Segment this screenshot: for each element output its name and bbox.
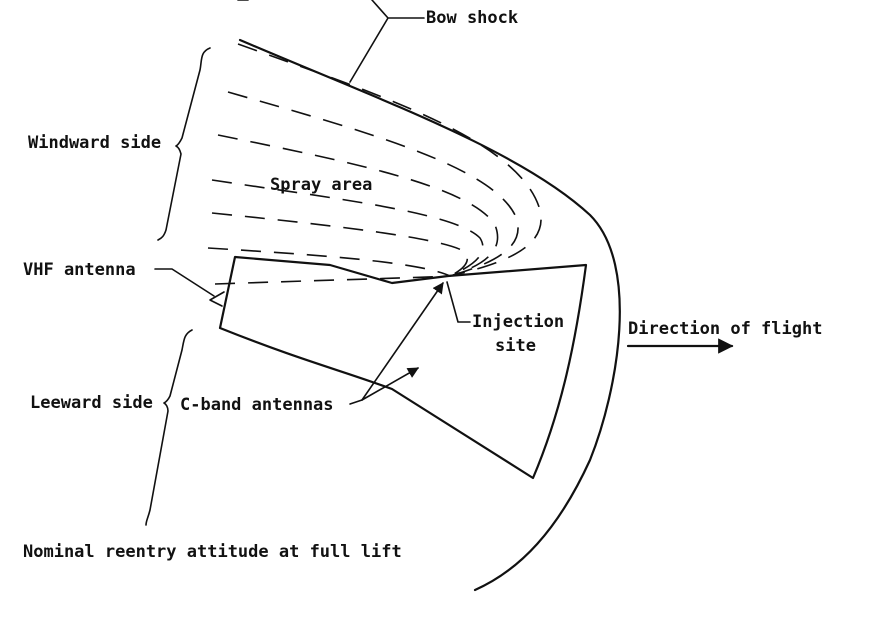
leeward-side-label: Leeward side	[30, 393, 153, 413]
bow-shock-label: Bow shock	[426, 8, 518, 28]
vhf-antenna-label: VHF antenna	[23, 260, 136, 280]
c-band-leader	[349, 399, 363, 405]
windward-side-label: Windward side	[28, 133, 161, 153]
windward-brace	[157, 47, 211, 241]
caption: Nominal reentry attitude at full lift	[23, 542, 402, 562]
direction-of-flight-label: Direction of flight	[628, 319, 822, 339]
capsule-outline	[218, 255, 588, 480]
vhf-antenna-leader	[154, 268, 215, 297]
c-band-antennas-label: C-band antennas	[180, 395, 334, 415]
leeward-brace	[145, 329, 193, 526]
vhf-antenna-stub	[209, 291, 225, 307]
bow-shock-curve	[238, 38, 621, 592]
c-band-pointer-upper	[361, 282, 444, 401]
spray-area-dashes	[207, 43, 542, 285]
injection-site-label-line2: site	[495, 336, 536, 356]
injection-site-label-line1: Injection	[472, 312, 564, 332]
c-band-pointer-lower	[361, 367, 419, 401]
spray-area-label: Spray area	[270, 175, 372, 195]
injection-site-leader	[446, 281, 471, 323]
bow-shock-bracket	[237, 0, 425, 83]
